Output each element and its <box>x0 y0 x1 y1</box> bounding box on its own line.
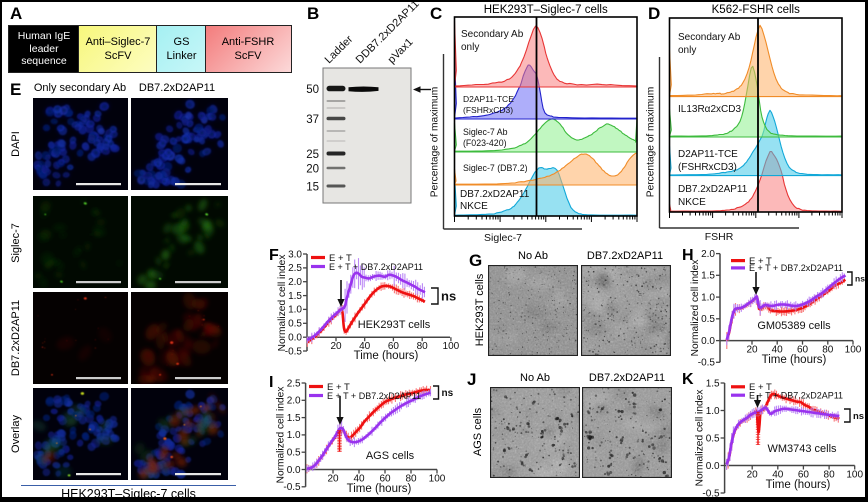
svg-text:1.5: 1.5 <box>701 271 715 282</box>
svg-text:1.0: 1.0 <box>706 406 720 417</box>
svg-text:1.0: 1.0 <box>288 305 302 316</box>
svg-text:D2AP11-TCE: D2AP11-TCE <box>678 149 738 160</box>
svg-text:(FSHRxCD3): (FSHRxCD3) <box>463 105 513 115</box>
svg-text:Siglec-7: Siglec-7 <box>484 232 522 244</box>
svg-text:0.0: 0.0 <box>701 336 715 347</box>
svg-text:3.0: 3.0 <box>288 249 302 260</box>
svg-text:20: 20 <box>306 164 319 176</box>
svg-text:Percentage of maximum: Percentage of maximum <box>430 87 441 197</box>
svg-text:1.5: 1.5 <box>288 291 302 302</box>
svg-text:20: 20 <box>330 341 342 352</box>
svg-text:HEK293T cells: HEK293T cells <box>358 319 431 331</box>
svg-text:-0.5: -0.5 <box>283 482 301 493</box>
svg-text:40: 40 <box>353 474 365 485</box>
svg-text:Siglec-7 Ab: Siglec-7 Ab <box>463 127 508 137</box>
svg-text:100: 100 <box>845 345 862 356</box>
svg-text:E + T: E + T <box>329 253 352 264</box>
svg-text:FSHR: FSHR <box>705 231 734 243</box>
svg-text:DB7.2xD2AP11: DB7.2xD2AP11 <box>460 189 530 200</box>
svg-text:60: 60 <box>379 474 391 485</box>
svg-text:Time (hours): Time (hours) <box>762 354 827 366</box>
svg-text:37: 37 <box>306 114 319 126</box>
svg-text:100: 100 <box>429 474 446 485</box>
svg-text:ns: ns <box>855 274 865 284</box>
svg-text:GM05389 cells: GM05389 cells <box>757 320 831 332</box>
svg-text:2.0: 2.0 <box>288 277 302 288</box>
svg-text:Normalized cell index: Normalized cell index <box>276 387 287 484</box>
svg-text:1.0: 1.0 <box>287 430 301 441</box>
svg-text:Normalized cell index: Normalized cell index <box>690 260 701 357</box>
svg-text:50: 50 <box>306 84 319 96</box>
svg-text:Siglec-7 (DB7.2): Siglec-7 (DB7.2) <box>463 163 528 173</box>
svg-text:20: 20 <box>746 345 758 356</box>
svg-text:80: 80 <box>822 345 834 356</box>
svg-text:E + T: E + T <box>749 256 772 267</box>
svg-text:80: 80 <box>405 474 417 485</box>
svg-text:60: 60 <box>798 470 810 481</box>
svg-text:2.0: 2.0 <box>701 249 715 260</box>
svg-text:Normalized cell index: Normalized cell index <box>277 255 288 352</box>
svg-text:WM3743 cells: WM3743 cells <box>767 443 837 455</box>
svg-text:0.5: 0.5 <box>706 433 720 444</box>
svg-text:60: 60 <box>797 345 809 356</box>
svg-text:(FSHRxCD3): (FSHRxCD3) <box>678 162 737 173</box>
svg-text:Time (hours): Time (hours) <box>354 350 419 362</box>
svg-text:0.0: 0.0 <box>288 333 302 344</box>
svg-text:only: only <box>678 45 696 56</box>
svg-text:Percentage of maximum: Percentage of maximum <box>646 87 657 197</box>
svg-text:ns: ns <box>442 388 454 399</box>
svg-text:60: 60 <box>388 341 400 352</box>
svg-text:2.5: 2.5 <box>288 263 302 274</box>
svg-text:20: 20 <box>327 474 339 485</box>
svg-text:IL13Rα2xCD3: IL13Rα2xCD3 <box>678 104 741 115</box>
svg-text:E + T + DB7.2xD2AP11: E + T + DB7.2xD2AP11 <box>327 391 421 401</box>
svg-text:Time (hours): Time (hours) <box>766 479 831 491</box>
svg-text:20: 20 <box>747 470 759 481</box>
svg-text:80: 80 <box>417 341 429 352</box>
svg-text:AGS cells: AGS cells <box>366 450 415 462</box>
svg-text:0.0: 0.0 <box>706 461 720 472</box>
svg-text:0.5: 0.5 <box>701 314 715 325</box>
svg-text:only: only <box>461 42 479 53</box>
svg-text:E + T + DB7.2xD2AP11: E + T + DB7.2xD2AP11 <box>749 263 843 273</box>
svg-text:1.5: 1.5 <box>287 413 301 424</box>
svg-text:0.5: 0.5 <box>288 319 302 330</box>
svg-text:40: 40 <box>772 345 784 356</box>
svg-text:100: 100 <box>443 341 460 352</box>
svg-text:1.5: 1.5 <box>706 378 720 389</box>
svg-text:E + T: E + T <box>327 382 350 393</box>
svg-text:100: 100 <box>846 470 863 481</box>
svg-text:1.0: 1.0 <box>701 292 715 303</box>
svg-text:NKCE: NKCE <box>678 197 706 208</box>
svg-text:40: 40 <box>359 341 371 352</box>
svg-text:E + T + DB7.2xD2AP11: E + T + DB7.2xD2AP11 <box>329 262 423 272</box>
svg-text:D2AP11-TCE: D2AP11-TCE <box>463 94 514 104</box>
svg-text:Time (hours): Time (hours) <box>347 483 412 495</box>
svg-text:80: 80 <box>824 470 836 481</box>
svg-text:NKCE: NKCE <box>460 201 488 212</box>
svg-text:Secondary Ab: Secondary Ab <box>678 32 741 43</box>
svg-text:0.0: 0.0 <box>287 465 301 476</box>
svg-text:-0.5: -0.5 <box>285 346 303 357</box>
svg-text:-0.5: -0.5 <box>702 488 720 499</box>
svg-text:15: 15 <box>306 182 319 194</box>
svg-text:Secondary Ab: Secondary Ab <box>461 29 524 40</box>
svg-text:(F023-420): (F023-420) <box>463 138 507 148</box>
svg-text:ns: ns <box>441 289 456 304</box>
svg-text:2.5: 2.5 <box>287 378 301 389</box>
svg-text:E + T: E + T <box>749 382 772 393</box>
svg-text:E + T + DB7.2xD2AP11: E + T + DB7.2xD2AP11 <box>749 391 843 401</box>
svg-text:-0.5: -0.5 <box>698 358 716 369</box>
svg-text:DB7.2xD2AP11: DB7.2xD2AP11 <box>678 184 748 195</box>
svg-text:40: 40 <box>772 470 784 481</box>
svg-text:0.5: 0.5 <box>287 448 301 459</box>
svg-text:25: 25 <box>306 149 319 161</box>
svg-text:ns: ns <box>853 411 864 422</box>
svg-text:Normalized cell index: Normalized cell index <box>695 390 706 487</box>
svg-text:2.0: 2.0 <box>287 396 301 407</box>
